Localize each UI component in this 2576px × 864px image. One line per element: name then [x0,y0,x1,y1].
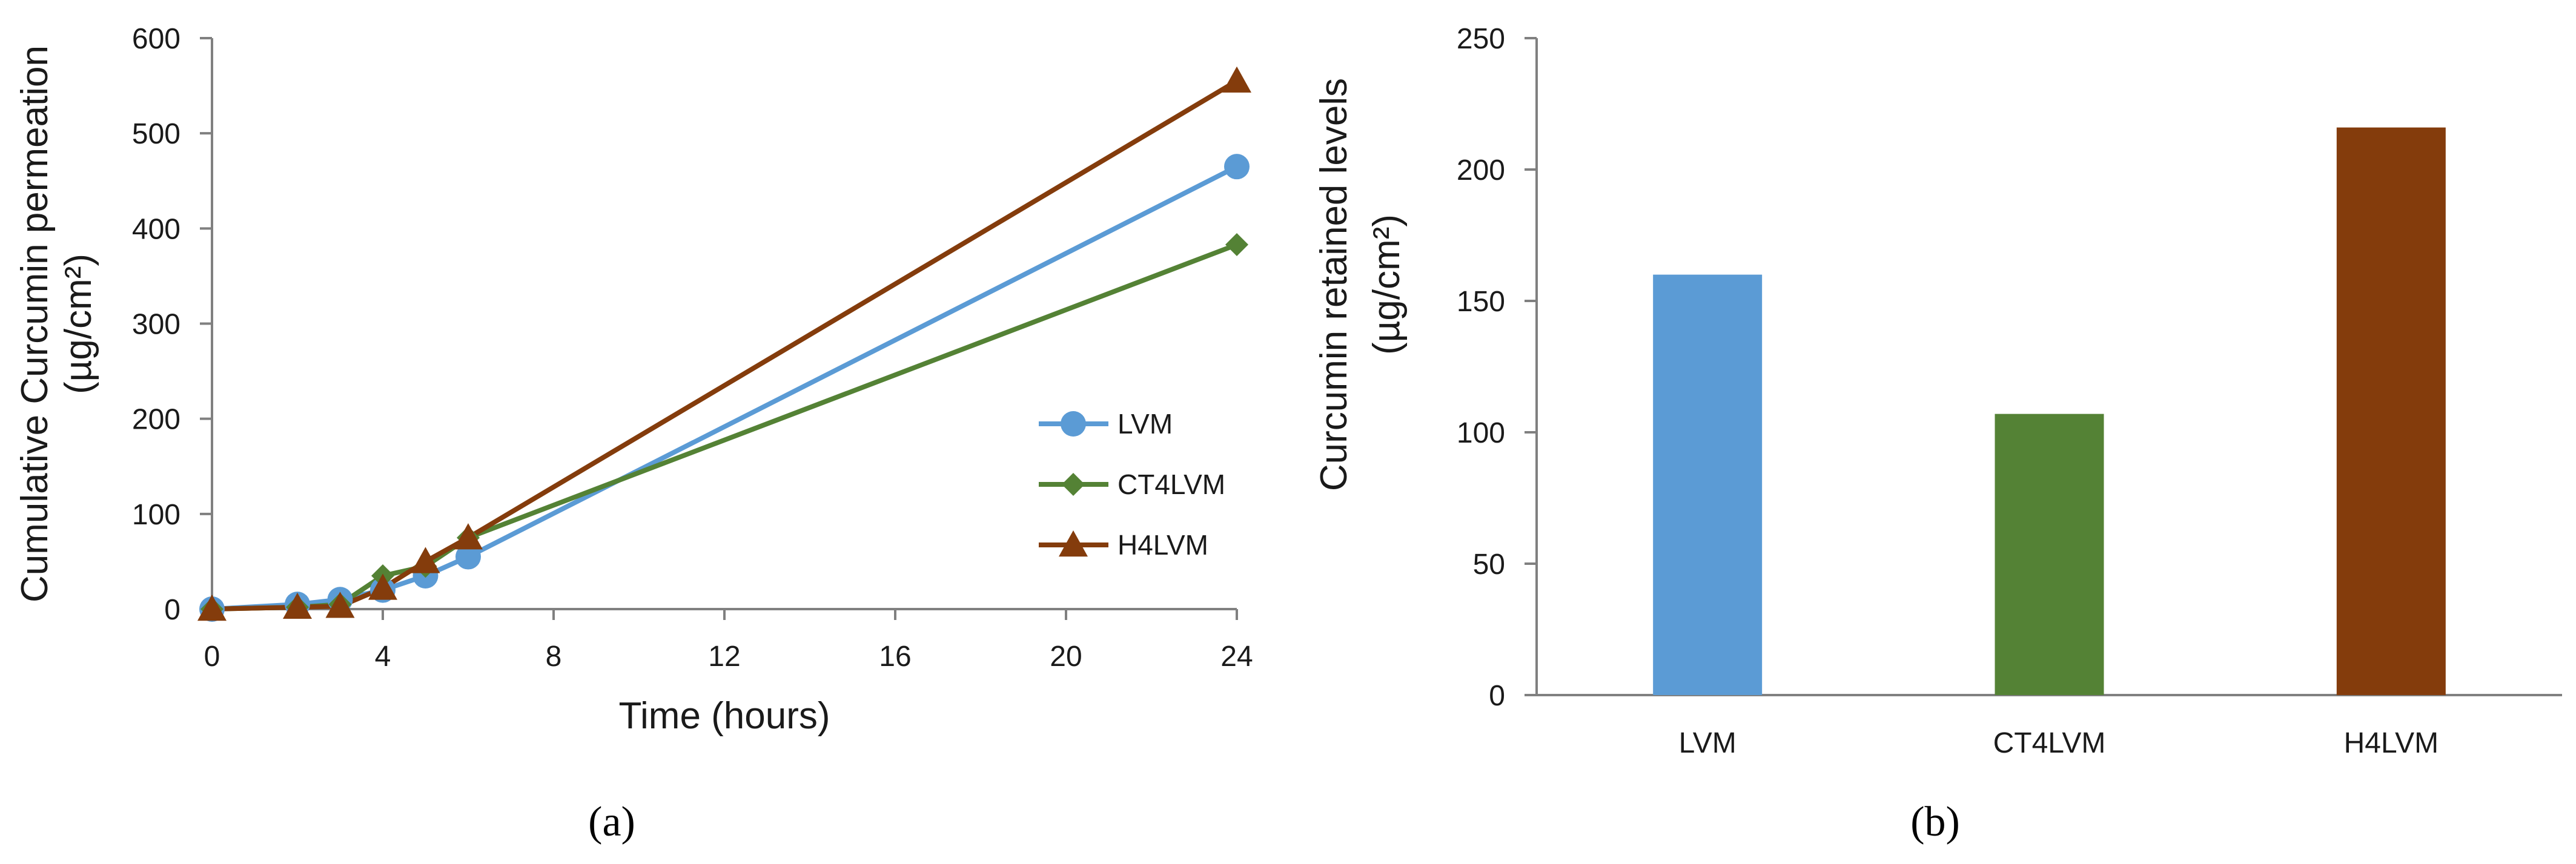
y-tick-label: 0 [1489,680,1505,712]
data-point-h4lvm [283,592,312,619]
y-tick-label: 0 [164,594,180,626]
y-tick-label: 300 [132,309,180,341]
y-axis-label-line1: Cumulative Curcumin permeation [14,45,56,602]
series-line-h4lvm [211,79,1239,612]
y-tick-label: 100 [132,499,180,531]
data-point-h4lvm [411,547,440,573]
line-chart-permeation: 0 100 200 300 400 500 600 0 4 8 12 16 20 24 Cumulati… [14,23,1253,845]
x-category-label: CT4LVM [1993,727,2106,759]
legend-marker-h4lvm [1059,530,1088,557]
legend-label-ct4lvm: CT4LVM [1117,469,1225,500]
data-point-lvm [455,544,481,570]
x-tick-label: 20 [1050,641,1082,673]
panel-label-b: (b) [1910,799,1960,845]
legend: LVM CT4LVM H4LVM [1039,408,1225,561]
y-tick-label: 150 [1457,286,1505,318]
x-axis-label: Time (hours) [618,695,830,737]
x-tick-label: 4 [375,641,391,673]
y-tick-label: 500 [132,118,180,150]
bar-lvm [1653,274,1763,696]
panel-label-a: (a) [588,799,635,845]
y-tick-label: 250 [1457,23,1505,55]
y-tick-label: 400 [132,213,180,245]
x-tick-label: 24 [1220,641,1253,673]
x-tick-label: 0 [204,641,220,673]
legend-marker-lvm [1061,411,1086,437]
x-category-label: LVM [1679,727,1737,759]
legend-marker-ct4lvm [1062,473,1085,496]
y-tick-label: 100 [1457,417,1505,449]
y-axis-label-line2: (µg/cm²) [1366,214,1408,355]
data-point-h4lvm [368,573,397,600]
y-tick-label: 200 [1457,154,1505,186]
x-category-label: H4LVM [2344,727,2439,759]
bar-ct4lvm [1995,414,2104,695]
y-tick-label: 200 [132,404,180,436]
data-point-ct4lvm [1225,233,1248,257]
y-axis-label-line2: (µg/cm²) [58,254,99,394]
y-tick-label: 600 [132,23,180,55]
legend-label-h4lvm: H4LVM [1117,529,1208,561]
data-point-lvm [1224,154,1250,180]
y-tick-label: 50 [1473,549,1505,581]
legend-label-lvm: LVM [1117,408,1173,440]
x-tick-label: 16 [879,641,911,673]
y-axis-label-line1: Curcumin retained levels [1313,78,1355,491]
data-point-h4lvm [197,595,227,621]
bar-h4lvm [2336,127,2446,695]
x-tick-label: 12 [708,641,740,673]
x-tick-label: 8 [546,641,562,673]
bar-chart-retained: 0 50 100 150 200 250 LVM CT4LVM H4LVM Curcumin … [1313,23,2562,845]
data-point-h4lvm [1222,66,1251,93]
data-point-h4lvm [325,592,355,618]
data-point-h4lvm [454,523,483,550]
